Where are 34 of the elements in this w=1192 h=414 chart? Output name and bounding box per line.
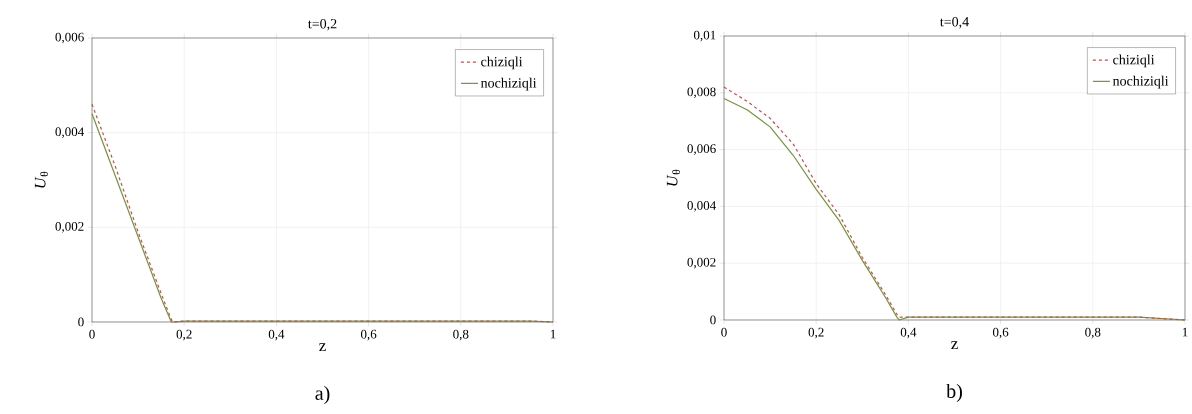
text: a) bbox=[315, 385, 330, 405]
x-tick-label: 0,2 bbox=[176, 329, 192, 341]
y-tick-label: 0,01 bbox=[693, 30, 716, 42]
x-tick-label: 0,6 bbox=[992, 327, 1009, 339]
chart-title: t=0,2 bbox=[308, 18, 337, 31]
y-tick-label: 0 bbox=[78, 317, 84, 327]
legend-label: chiziqli bbox=[1113, 54, 1155, 68]
y-tick-label: 0 bbox=[710, 315, 716, 325]
y-tick-label: 0,002 bbox=[55, 222, 84, 233]
x-tick-label: 0,4 bbox=[900, 327, 917, 339]
x-tick-label: 0,8 bbox=[1085, 327, 1101, 339]
x-tick-label: 1 bbox=[1182, 327, 1188, 337]
x-tick-label: 0,2 bbox=[808, 327, 824, 339]
chart-title: t=0,4 bbox=[940, 16, 969, 29]
x-tick-label: 1 bbox=[550, 329, 556, 339]
x-tick-label: 0,6 bbox=[360, 329, 377, 341]
y-tick-label: 0,008 bbox=[687, 87, 716, 99]
x-axis-title: z bbox=[319, 343, 326, 352]
legend-label: nochiziqli bbox=[1112, 75, 1169, 89]
y-tick-label: 0,004 bbox=[687, 201, 717, 212]
y-axis-title: U$_{θ}$ bbox=[34, 171, 49, 188]
y-tick-label: 0,006 bbox=[687, 144, 716, 155]
text: b) bbox=[946, 383, 962, 403]
x-tick-label: 0,8 bbox=[453, 329, 469, 341]
y-axis-title: U$_{θ}$ bbox=[666, 169, 681, 186]
y-tick-label: 0,004 bbox=[55, 127, 85, 138]
legend-label: nochiziqli bbox=[480, 77, 537, 91]
y-tick-label: 0,002 bbox=[687, 257, 716, 269]
x-tick-label: 0 bbox=[721, 327, 727, 337]
legend-label: chiziqli bbox=[481, 56, 523, 70]
x-axis-title: z bbox=[951, 341, 958, 350]
x-tick-label: 0 bbox=[89, 329, 95, 339]
x-tick-label: 0,4 bbox=[268, 329, 285, 341]
y-tick-label: 0,006 bbox=[55, 32, 84, 44]
